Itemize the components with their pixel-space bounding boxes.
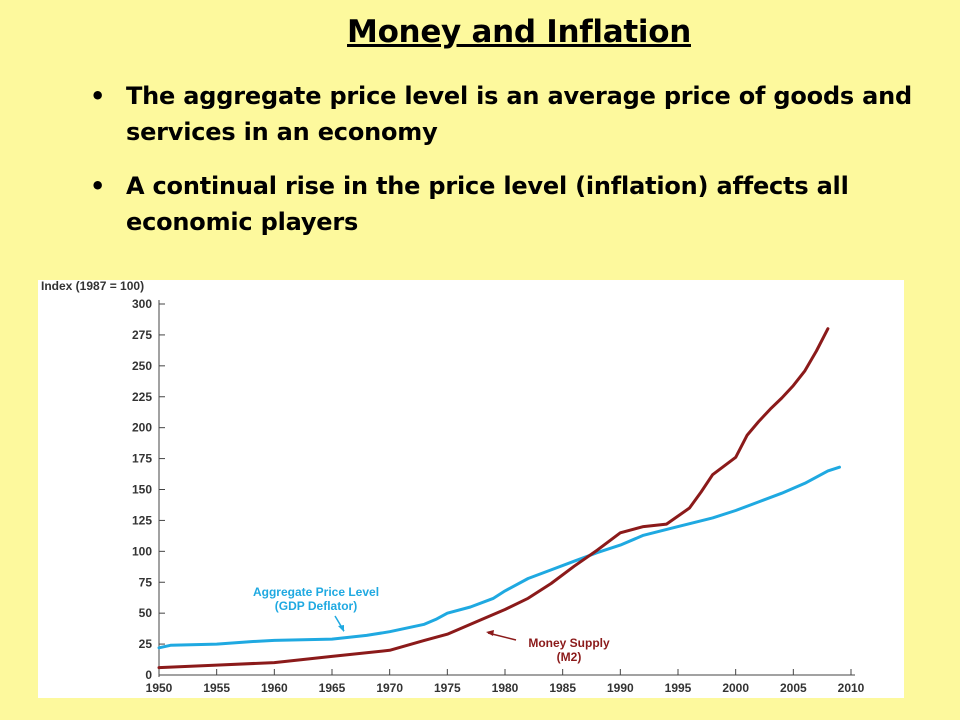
y-tick-label: 250 bbox=[132, 359, 152, 373]
x-tick-label: 1960 bbox=[261, 681, 288, 695]
annotation-arrowhead-money-supply bbox=[486, 630, 494, 636]
x-tick-label: 2005 bbox=[780, 681, 807, 695]
chart-svg: Index (1987 = 100) 0 25 50 75 100 125 150 175 20… bbox=[41, 280, 865, 695]
bullet-dot-icon: • bbox=[90, 82, 106, 110]
y-tick-label: 50 bbox=[139, 606, 153, 620]
x-tick-label: 1970 bbox=[376, 681, 403, 695]
y-tick-label: 75 bbox=[139, 575, 153, 589]
chart: Index (1987 = 100) 0 25 50 75 100 125 150 175 20… bbox=[38, 280, 904, 698]
y-tick-label: 125 bbox=[132, 513, 152, 527]
series-line-price-level bbox=[157, 465, 841, 650]
annotation-money-supply-line2: (M2) bbox=[557, 650, 582, 664]
x-tick-label: 1985 bbox=[549, 681, 576, 695]
y-tick-label: 225 bbox=[132, 390, 152, 404]
x-tick-label: 1950 bbox=[146, 681, 173, 695]
bullet-item: • A continual rise in the price level (i… bbox=[88, 168, 938, 240]
y-tick-label: 175 bbox=[132, 452, 152, 466]
y-tick-label: 0 bbox=[145, 668, 152, 682]
annotation-money-supply-line1: Money Supply bbox=[528, 636, 610, 650]
bullet-text: A continual rise in the price level (inf… bbox=[126, 172, 849, 236]
y-tick-label: 275 bbox=[132, 328, 152, 342]
bullet-text: The aggregate price level is an average … bbox=[126, 82, 913, 146]
bullet-item: • The aggregate price level is an averag… bbox=[88, 78, 938, 150]
x-tick-label: 1980 bbox=[492, 681, 519, 695]
bullet-list: • The aggregate price level is an averag… bbox=[88, 78, 938, 258]
y-axis-title: Index (1987 = 100) bbox=[41, 280, 144, 293]
annotation-price-level-line2: (GDP Deflator) bbox=[275, 599, 357, 613]
y-tick-label: 100 bbox=[132, 544, 152, 558]
x-tick-label: 1955 bbox=[203, 681, 230, 695]
y-tick-label: 300 bbox=[132, 297, 152, 311]
slide-title: Money and Inflation bbox=[347, 14, 691, 50]
series-line-money-supply bbox=[157, 327, 830, 670]
x-tick-label: 1990 bbox=[607, 681, 634, 695]
x-tick-label: 2010 bbox=[838, 681, 865, 695]
y-tick-label: 150 bbox=[132, 483, 152, 497]
y-tick-label: 200 bbox=[132, 421, 152, 435]
annotation-price-level-line1: Aggregate Price Level bbox=[253, 585, 379, 599]
annotation-arrowhead-price-level bbox=[338, 625, 344, 632]
bullet-dot-icon: • bbox=[90, 172, 106, 200]
x-tick-label: 1995 bbox=[665, 681, 692, 695]
x-tick-label: 1965 bbox=[319, 681, 346, 695]
x-tick-label: 2000 bbox=[722, 681, 749, 695]
x-tick-label: 1975 bbox=[434, 681, 461, 695]
y-tick-label: 25 bbox=[139, 637, 153, 651]
